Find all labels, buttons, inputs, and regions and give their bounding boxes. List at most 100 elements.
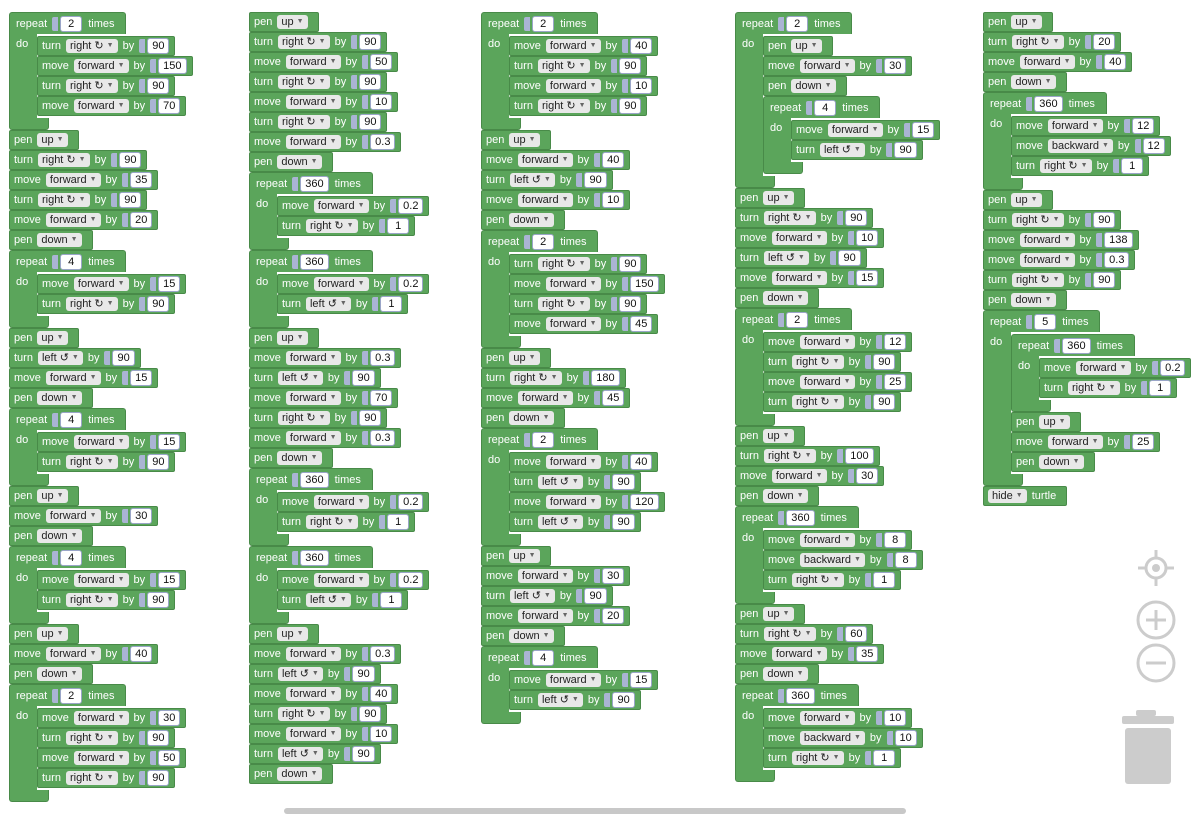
block-dropdown[interactable]: forward ▼ bbox=[73, 59, 129, 73]
move-block[interactable]: move forward ▼ by 20 bbox=[481, 606, 631, 626]
pen-block[interactable]: pen up ▼ bbox=[481, 546, 551, 566]
number-value[interactable]: 150 bbox=[630, 276, 659, 292]
move-block[interactable]: move forward ▼ by 40 bbox=[509, 452, 659, 472]
number-value[interactable]: 15 bbox=[912, 122, 935, 138]
move-block[interactable]: move forward ▼ by 30 bbox=[9, 506, 159, 526]
block-dropdown[interactable]: right ↻ ▼ bbox=[277, 411, 330, 425]
move-block[interactable]: move forward ▼ by 45 bbox=[481, 388, 631, 408]
block-dropdown[interactable]: down ▼ bbox=[277, 767, 322, 781]
number-value[interactable]: 30 bbox=[856, 468, 879, 484]
block-dropdown[interactable]: forward ▼ bbox=[73, 277, 129, 291]
repeat-header[interactable]: repeat 5 times bbox=[983, 310, 1101, 332]
block-dropdown[interactable]: left ↺ ▼ bbox=[277, 667, 323, 681]
number-input[interactable]: 90 bbox=[351, 114, 382, 130]
number-input[interactable]: 40 bbox=[362, 686, 393, 702]
number-value[interactable]: 90 bbox=[119, 152, 142, 168]
block-dropdown[interactable]: right ↻ ▼ bbox=[537, 99, 590, 113]
block-dropdown[interactable]: right ↻ ▼ bbox=[537, 297, 590, 311]
number-value[interactable]: 0.3 bbox=[370, 646, 396, 662]
block-dropdown[interactable]: forward ▼ bbox=[771, 271, 827, 285]
pen-block[interactable]: pen down ▼ bbox=[735, 664, 819, 684]
block-dropdown[interactable]: right ↻ ▼ bbox=[1067, 381, 1120, 395]
repeat-block[interactable]: repeat 360 times do move forward ▼ by 10 move back… bbox=[735, 684, 923, 782]
block-dropdown[interactable]: down ▼ bbox=[37, 233, 82, 247]
repeat-header[interactable]: repeat 2 times bbox=[735, 12, 853, 34]
turn-block[interactable]: turn right ↻ ▼ by 90 bbox=[37, 768, 176, 788]
number-value[interactable]: 0.2 bbox=[398, 494, 424, 510]
number-input[interactable]: 90 bbox=[351, 34, 382, 50]
number-input[interactable]: 90 bbox=[344, 746, 375, 762]
turn-block[interactable]: turn left ↺ ▼ by 90 bbox=[735, 248, 867, 268]
number-input[interactable]: 90 bbox=[111, 192, 142, 208]
pen-block[interactable]: pen down ▼ bbox=[983, 72, 1067, 92]
number-input[interactable]: 90 bbox=[351, 74, 382, 90]
number-value[interactable]: 90 bbox=[612, 514, 635, 530]
block-dropdown[interactable]: down ▼ bbox=[1011, 75, 1056, 89]
number-value[interactable]: 360 bbox=[300, 175, 329, 192]
number-value[interactable]: 1 bbox=[1149, 380, 1172, 396]
number-input[interactable]: 1 bbox=[865, 750, 896, 766]
number-value[interactable]: 10 bbox=[856, 230, 879, 246]
repeat-block[interactable]: repeat 360 times do move forward ▼ by 0.2 turn lef… bbox=[249, 250, 430, 328]
number-value[interactable]: 30 bbox=[158, 710, 181, 726]
move-block[interactable]: move forward ▼ by 150 bbox=[509, 274, 665, 294]
block-dropdown[interactable]: down ▼ bbox=[37, 529, 82, 543]
block-dropdown[interactable]: right ↻ ▼ bbox=[1039, 159, 1092, 173]
block-dropdown[interactable]: left ↺ ▼ bbox=[305, 593, 351, 607]
repeat-block[interactable]: repeat 360 times do move forward ▼ by 8 move backw… bbox=[735, 506, 923, 604]
number-input[interactable]: 8 bbox=[876, 532, 907, 548]
pen-block[interactable]: pen up ▼ bbox=[983, 12, 1053, 32]
number-value[interactable]: 10 bbox=[884, 710, 907, 726]
repeat-block[interactable]: repeat 360 times do move forward ▼ by 12 move back… bbox=[983, 92, 1171, 190]
block-dropdown[interactable]: forward ▼ bbox=[545, 79, 601, 93]
number-input[interactable]: 60 bbox=[837, 626, 868, 642]
number-input[interactable]: 20 bbox=[594, 608, 625, 624]
number-input[interactable]: 90 bbox=[604, 474, 635, 490]
block-dropdown[interactable]: forward ▼ bbox=[285, 431, 341, 445]
block-dropdown[interactable]: forward ▼ bbox=[799, 375, 855, 389]
repeat-header[interactable]: repeat 2 times bbox=[9, 12, 127, 34]
number-value[interactable]: 1 bbox=[387, 514, 410, 530]
block-dropdown[interactable]: forward ▼ bbox=[313, 277, 369, 291]
repeat-header[interactable]: repeat 360 times bbox=[249, 172, 373, 194]
turn-block[interactable]: turn left ↺ ▼ by 90 bbox=[249, 368, 381, 388]
number-input[interactable]: 1 bbox=[1113, 158, 1144, 174]
number-input[interactable]: 90 bbox=[139, 592, 170, 608]
block-dropdown[interactable]: right ↻ ▼ bbox=[65, 771, 118, 785]
pen-block[interactable]: pen down ▼ bbox=[983, 290, 1067, 310]
block-dropdown[interactable]: forward ▼ bbox=[285, 351, 341, 365]
number-value[interactable]: 90 bbox=[352, 666, 375, 682]
move-block[interactable]: move backward ▼ by 10 bbox=[763, 728, 923, 748]
block-dropdown[interactable]: forward ▼ bbox=[285, 95, 341, 109]
move-block[interactable]: move forward ▼ by 150 bbox=[37, 56, 193, 76]
block-dropdown[interactable]: right ↻ ▼ bbox=[1011, 213, 1064, 227]
number-value[interactable]: 90 bbox=[359, 74, 382, 90]
turn-block[interactable]: turn right ↻ ▼ by 90 bbox=[509, 294, 648, 314]
block-dropdown[interactable]: down ▼ bbox=[1039, 455, 1084, 469]
turn-block[interactable]: turn right ↻ ▼ by 90 bbox=[983, 210, 1122, 230]
number-value[interactable]: 45 bbox=[602, 390, 625, 406]
pen-block[interactable]: pen down ▼ bbox=[9, 664, 93, 684]
move-block[interactable]: move forward ▼ by 70 bbox=[37, 96, 187, 116]
number-input[interactable]: 0.2 bbox=[390, 198, 424, 214]
number-input[interactable]: 50 bbox=[362, 54, 393, 70]
number-value[interactable]: 40 bbox=[602, 152, 625, 168]
block-dropdown[interactable]: forward ▼ bbox=[45, 173, 101, 187]
turn-block[interactable]: turn right ↻ ▼ by 90 bbox=[37, 294, 176, 314]
number-value[interactable]: 30 bbox=[602, 568, 625, 584]
pen-block[interactable]: pen down ▼ bbox=[481, 626, 565, 646]
number-value[interactable]: 2 bbox=[786, 15, 809, 32]
number-value[interactable]: 40 bbox=[370, 686, 393, 702]
block-dropdown[interactable]: forward ▼ bbox=[545, 317, 601, 331]
turn-block[interactable]: turn left ↺ ▼ by 90 bbox=[509, 690, 641, 710]
block-dropdown[interactable]: up ▼ bbox=[277, 627, 308, 641]
move-block[interactable]: move forward ▼ by 40 bbox=[249, 684, 399, 704]
block-dropdown[interactable]: forward ▼ bbox=[45, 647, 101, 661]
block-dropdown[interactable]: right ↻ ▼ bbox=[37, 153, 90, 167]
number-input[interactable]: 50 bbox=[150, 750, 181, 766]
number-input[interactable]: 30 bbox=[594, 568, 625, 584]
number-value[interactable]: 360 bbox=[786, 687, 815, 704]
block-dropdown[interactable]: forward ▼ bbox=[771, 469, 827, 483]
number-value[interactable]: 4 bbox=[60, 549, 83, 566]
repeat-header[interactable]: repeat 2 times bbox=[481, 12, 599, 34]
